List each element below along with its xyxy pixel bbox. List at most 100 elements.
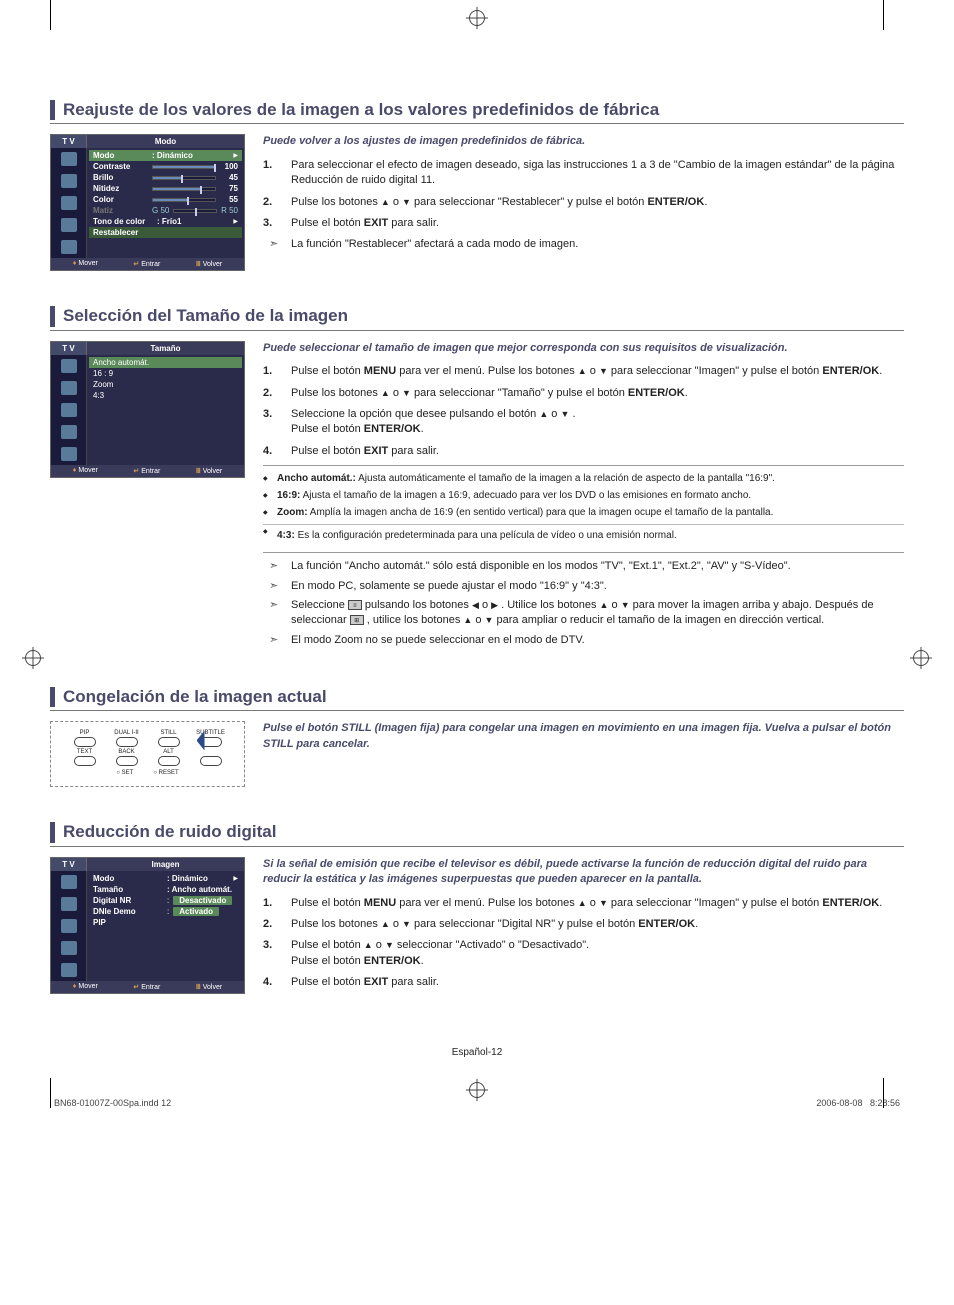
up-arrow-icon: ▲: [578, 898, 587, 908]
osd-value: R 50: [221, 206, 238, 215]
note: El modo Zoom no se puede seleccionar en …: [263, 633, 904, 648]
osd-value: Desactivado: [173, 896, 232, 905]
registration-mark-icon: [25, 650, 41, 666]
osd-row-dnie: DNIe Demo : Activado: [89, 906, 242, 917]
osd-slider: [152, 165, 216, 169]
step-2: Pulse los botones ▲ o ▼ para seleccionar…: [263, 386, 904, 401]
osd-nav-icon: [61, 963, 77, 977]
instruction-list: Pulse el botón MENU para ver el menú. Pu…: [263, 896, 904, 991]
osd-footer-enter: ↵Entrar: [133, 983, 160, 991]
instruction-list: Para seleccionar el efecto de imagen des…: [263, 158, 904, 232]
osd-row-contraste: Contraste 100: [89, 161, 242, 172]
osd-footer-return: ⅢVolver: [196, 983, 222, 991]
osd-footer-move: ♦Mover: [73, 467, 98, 475]
print-date: 2006-08-08: [816, 1098, 862, 1108]
osd-slider: [173, 209, 217, 213]
osd-label: Tono de color: [93, 217, 153, 226]
option-descriptions: Ancho automát.: Ajusta automáticamente e…: [263, 465, 904, 553]
remote-diagram: PIP DUAL I-II STILL SUBTITLE TEXT BACK A…: [50, 721, 245, 787]
osd-value: : Dinámico: [167, 874, 208, 883]
crop-mark: [883, 0, 884, 30]
osd-nav-icon: [61, 403, 77, 417]
osd-screenshot-tamano: T V Tamaño Ancho automát. 16 : 9 Zoom: [50, 341, 245, 478]
instruction-list: Pulse el botón MENU para ver el menú. Pu…: [263, 364, 904, 459]
osd-footer-enter: ↵Entrar: [133, 467, 160, 475]
down-arrow-icon: ▼: [599, 898, 608, 908]
crop-mark: [50, 1078, 51, 1108]
down-arrow-icon: ▼: [621, 600, 630, 610]
osd-nav-icon: [61, 174, 77, 188]
osd-row-modo: Modo : Dinámico ▶: [89, 873, 242, 884]
osd-nav-icon: [61, 447, 77, 461]
osd-nav-icon: [61, 897, 77, 911]
osd-title: Modo: [87, 135, 244, 148]
osd-footer-return: ⅢVolver: [196, 260, 222, 268]
up-arrow-icon: ▲: [381, 388, 390, 398]
osd-screenshot-modo: T V Modo Modo : Dinámico: [50, 134, 245, 271]
osd-tv-label: T V: [51, 858, 87, 871]
step-3: Seleccione la opción que desee pulsando …: [263, 407, 904, 438]
section-freeze: Congelación de la imagen actual PIP DUAL…: [50, 687, 904, 787]
osd-row-color: Color 55: [89, 194, 242, 205]
osd-footer-enter: ↵Entrar: [133, 260, 160, 268]
up-arrow-icon: ▲: [381, 919, 390, 929]
up-arrow-icon: ▲: [463, 615, 472, 625]
bullet-zoom: Zoom: Amplía la imagen ancha de 16:9 (en…: [263, 506, 904, 520]
osd-label: Restablecer: [93, 228, 148, 237]
section-intro: Puede volver a los ajustes de imagen pre…: [263, 134, 904, 149]
step-2: Pulse los botones ▲ o ▼ para seleccionar…: [263, 917, 904, 932]
osd-tv-label: T V: [51, 342, 87, 355]
section-title: Selección del Tamaño de la imagen: [63, 306, 348, 326]
osd-footer-move: ♦Mover: [73, 983, 98, 991]
osd-label: Digital NR: [93, 896, 163, 905]
osd-nav-icon: [61, 196, 77, 210]
chevron-right-icon: ▶: [233, 218, 238, 225]
osd-label: Ancho automát.: [93, 358, 149, 367]
osd-row-pip: PIP: [89, 917, 242, 928]
remote-btn-text: TEXT: [69, 749, 101, 766]
osd-icon-column: [51, 871, 87, 981]
left-arrow-icon: ◀: [472, 600, 479, 610]
osd-row: 4:3: [89, 390, 242, 401]
osd-label: Color: [93, 195, 148, 204]
section-title: Reajuste de los valores de la imagen a l…: [63, 100, 659, 120]
note: Seleccione ≡ pulsando los botones ◀ o ▶ …: [263, 598, 904, 629]
osd-row-tamano: Tamaño : Ancho automát.: [89, 884, 242, 895]
section-intro: Si la señal de emisión que recibe el tel…: [263, 857, 904, 888]
osd-row: Ancho automát.: [89, 357, 242, 368]
osd-value: G 50: [152, 206, 169, 215]
down-arrow-icon: ▼: [402, 919, 411, 929]
chevron-right-icon: ▶: [233, 875, 238, 882]
section-intro: Pulse el botón STILL (Imagen fija) para …: [263, 721, 904, 752]
remote-btn-blank: [195, 749, 227, 766]
section-title: Reducción de ruido digital: [63, 822, 276, 842]
osd-value: 55: [220, 195, 238, 204]
title-accent: [50, 306, 55, 326]
remote-btn-pip: PIP: [69, 730, 101, 747]
step-4: Pulse el botón EXIT para salir.: [263, 444, 904, 459]
osd-label: Zoom: [93, 380, 113, 389]
osd-row: Zoom: [89, 379, 242, 390]
osd-slider: [152, 198, 216, 202]
osd-icon-column: [51, 148, 87, 258]
osd-label: Modo: [93, 151, 148, 160]
osd-nav-icon: [61, 941, 77, 955]
osd-label: Tamaño: [93, 885, 163, 894]
osd-label: Nitidez: [93, 184, 148, 193]
osd-screenshot-imagen: T V Imagen Modo : Dinámico: [50, 857, 245, 994]
down-arrow-icon: ▼: [402, 197, 411, 207]
osd-nav-icon: [61, 919, 77, 933]
osd-value: : Ancho automát.: [167, 885, 232, 894]
up-arrow-icon: ▲: [578, 366, 587, 376]
osd-icon-column: [51, 355, 87, 465]
remote-label-reset: ○ RESET: [153, 770, 178, 776]
osd-label: Modo: [93, 874, 163, 883]
osd-row-nitidez: Nitidez 75: [89, 183, 242, 194]
up-arrow-icon: ▲: [539, 409, 548, 419]
osd-slider: [152, 187, 216, 191]
osd-footer-move: ♦Mover: [73, 260, 98, 268]
crop-mark: [883, 1078, 884, 1108]
title-accent: [50, 822, 55, 842]
osd-label: Matiz: [93, 206, 148, 215]
down-arrow-icon: ▼: [385, 940, 394, 950]
